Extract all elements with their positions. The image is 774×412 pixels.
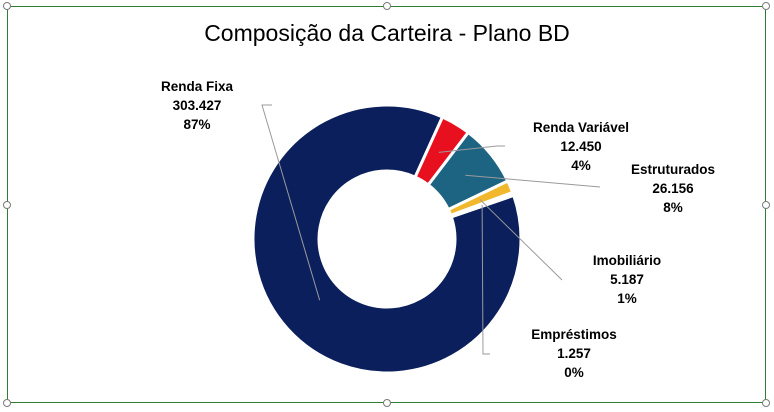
data-label-series-value: 5.187 [610, 272, 644, 287]
data-label: Empréstimos 1.257 0% [514, 325, 634, 382]
donut-slice-empr-stimos[interactable] [448, 190, 516, 219]
resize-handle-top-right[interactable] [762, 2, 770, 10]
data-label-series-percent: 4% [571, 158, 591, 173]
resize-handle-top-left[interactable] [3, 2, 11, 10]
resize-handle-middle-right[interactable] [762, 201, 770, 209]
resize-handle-bottom-center[interactable] [383, 399, 391, 407]
data-label-series-value: 303.427 [172, 98, 222, 113]
data-label: Renda Fixa 303.427 87% [137, 77, 257, 134]
leader-line [438, 145, 505, 153]
resize-handle-top-center[interactable] [383, 2, 391, 10]
data-label: Renda Variável 12.450 4% [521, 118, 641, 175]
data-label: Imobiliário 5.187 1% [567, 251, 687, 308]
data-label-series-name: Imobiliário [592, 253, 662, 268]
resize-handle-middle-left[interactable] [3, 201, 11, 209]
data-label-series-name: Estruturados [630, 162, 715, 177]
data-label-series-percent: 87% [183, 117, 211, 132]
data-label-series-name: Renda Fixa [160, 79, 234, 94]
data-label-series-percent: 8% [663, 200, 683, 215]
donut-slice-renda-fixa[interactable] [251, 103, 523, 375]
leader-line [261, 104, 321, 301]
data-label-series-percent: 1% [617, 291, 637, 306]
leader-line [481, 205, 490, 355]
leader-line [479, 199, 563, 281]
chart-title: Composição da Carteira - Plano BD [204, 20, 570, 46]
resize-handle-bottom-right[interactable] [762, 399, 770, 407]
data-label-series-value: 1.257 [557, 346, 591, 361]
data-label-series-percent: 0% [564, 365, 584, 380]
resize-handle-bottom-left[interactable] [3, 399, 11, 407]
data-label: Estruturados 26.156 8% [613, 160, 733, 217]
data-label-series-name: Empréstimos [531, 327, 617, 342]
data-label-series-value: 26.156 [652, 181, 694, 196]
leader-line [465, 174, 601, 188]
data-label-series-name: Renda Variável [532, 120, 630, 135]
data-label-series-value: 12.450 [560, 139, 602, 154]
